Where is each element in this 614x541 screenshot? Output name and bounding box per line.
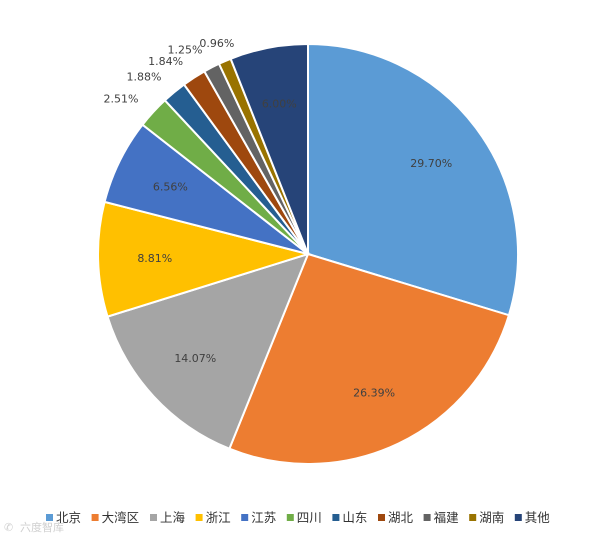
legend-label-5: 四川 bbox=[297, 510, 322, 525]
legend-item-2: 上海 bbox=[150, 510, 186, 525]
legend-swatch-2 bbox=[150, 514, 157, 521]
slice-label-1: 26.39% bbox=[353, 386, 395, 399]
legend-item-1: 大湾区 bbox=[91, 510, 140, 525]
legend-label-4: 江苏 bbox=[251, 510, 276, 525]
legend-label-7: 湖北 bbox=[388, 510, 414, 525]
watermark-text: 六度智库 bbox=[20, 520, 64, 534]
watermark: ✆ 六度智库 bbox=[4, 520, 64, 534]
slice-label-6: 1.88% bbox=[127, 71, 162, 84]
pie-slice-0 bbox=[307, 42, 519, 317]
slice-label-2: 14.07% bbox=[174, 352, 216, 365]
slice-label-7: 1.84% bbox=[148, 55, 183, 68]
slice-label-3: 8.81% bbox=[137, 252, 172, 265]
pie-slices bbox=[97, 42, 519, 465]
slice-label-0: 29.70% bbox=[410, 157, 452, 170]
legend-swatch-9 bbox=[469, 514, 477, 521]
legend-item-10: 其他 bbox=[514, 510, 551, 525]
pie-slice-3 bbox=[97, 200, 312, 318]
legend: 北京 大湾区 上海 浙江 江苏 四川 山东 湖北 福建 湖南 其他 bbox=[46, 510, 550, 525]
legend-swatch-1 bbox=[91, 514, 99, 521]
legend-swatch-3 bbox=[195, 514, 203, 521]
legend-label-10: 其他 bbox=[525, 510, 551, 525]
legend-label-6: 山东 bbox=[342, 510, 367, 525]
legend-label-1: 大湾区 bbox=[102, 510, 140, 525]
legend-label-3: 浙江 bbox=[206, 510, 231, 525]
slice-label-10: 6.00% bbox=[262, 97, 297, 110]
slice-label-4: 6.56% bbox=[153, 180, 188, 193]
legend-label-9: 湖南 bbox=[479, 510, 504, 525]
watermark-icon: ✆ bbox=[4, 521, 13, 534]
slice-labels: 29.70% 26.39% 14.07% 8.81% 6.56% 2.51% 1.88% 1.… bbox=[104, 37, 453, 399]
legend-swatch-7 bbox=[378, 514, 385, 521]
legend-swatch-8 bbox=[423, 514, 431, 521]
legend-swatch-5 bbox=[286, 514, 294, 521]
pie-slice-1 bbox=[228, 252, 511, 465]
legend-label-2: 上海 bbox=[160, 510, 186, 525]
legend-item-7: 湖北 bbox=[378, 510, 414, 525]
slice-label-8: 1.25% bbox=[168, 44, 203, 57]
legend-item-3: 浙江 bbox=[195, 510, 231, 525]
legend-swatch-4 bbox=[241, 514, 249, 521]
slice-label-9: 0.96% bbox=[199, 37, 234, 50]
legend-label-8: 福建 bbox=[434, 510, 460, 525]
slice-label-5: 2.51% bbox=[104, 93, 139, 106]
legend-swatch-6 bbox=[332, 514, 340, 521]
legend-item-6: 山东 bbox=[332, 510, 367, 525]
legend-swatch-0 bbox=[46, 514, 53, 521]
legend-item-9: 湖南 bbox=[469, 510, 504, 525]
legend-item-8: 福建 bbox=[423, 510, 460, 525]
legend-item-4: 江苏 bbox=[241, 510, 276, 525]
legend-label-0: 北京 bbox=[56, 510, 81, 525]
legend-item-0: 北京 bbox=[46, 510, 81, 525]
legend-swatch-10 bbox=[514, 514, 522, 521]
pie-slice-2 bbox=[106, 252, 310, 451]
pie-slice-10 bbox=[229, 42, 309, 255]
legend-item-5: 四川 bbox=[286, 510, 322, 525]
